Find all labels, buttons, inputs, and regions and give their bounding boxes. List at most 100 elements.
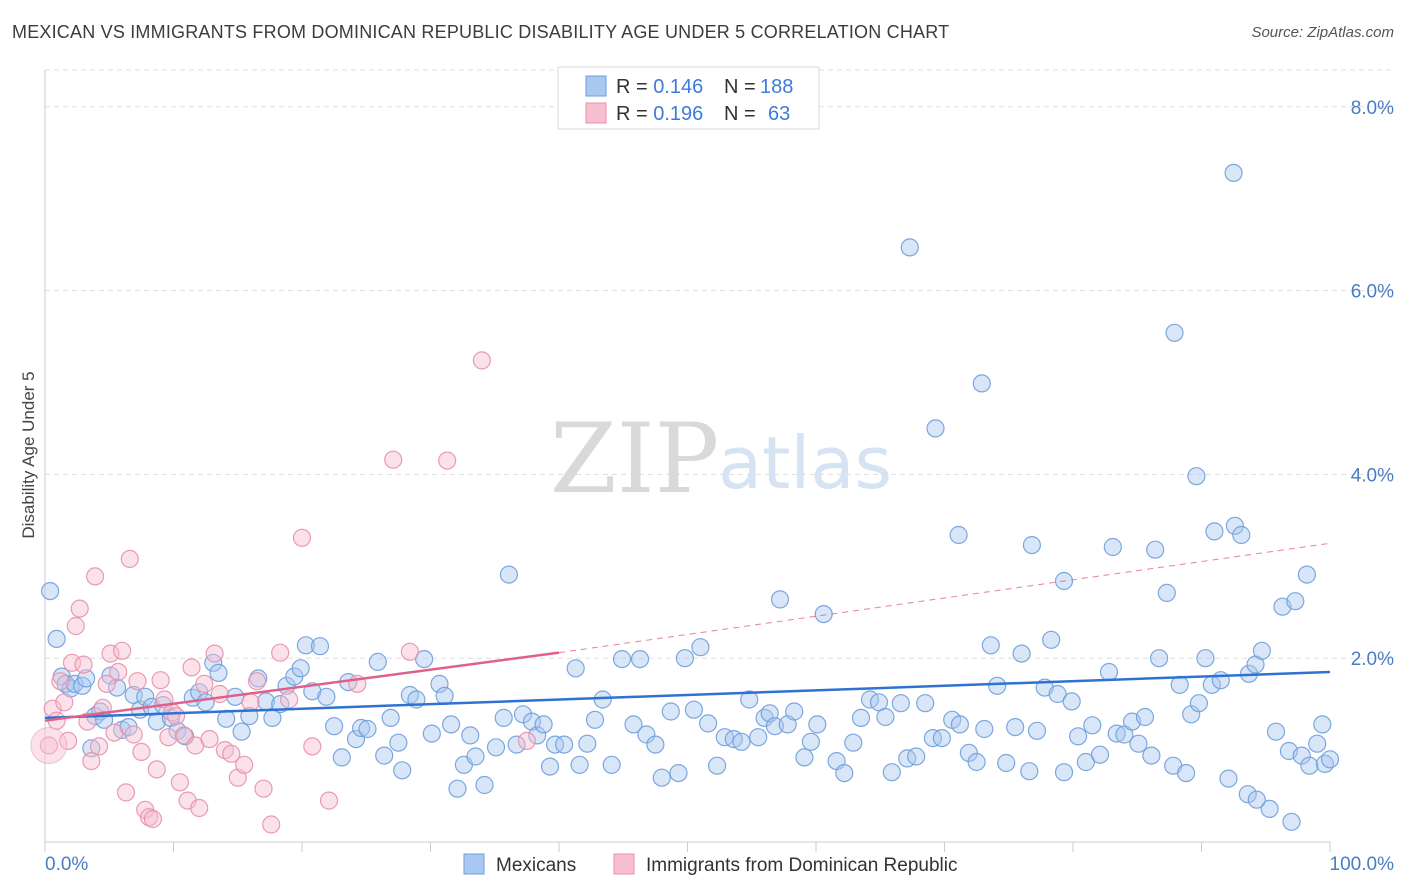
trendline-mexicans: [44, 670, 1331, 720]
point-dominican: [66, 616, 85, 636]
point-dominican: [85, 567, 105, 586]
point-mexicans: [1247, 790, 1266, 809]
point-mexicans: [732, 732, 751, 751]
point-mexicans: [1196, 649, 1215, 668]
point-mexicans: [1076, 752, 1096, 772]
x-tick-label-min: 0.0%: [45, 854, 88, 875]
point-dominican: [128, 672, 147, 691]
legend-swatch-pink: [585, 102, 607, 124]
point-mexicans: [566, 659, 585, 678]
gridlines: [45, 69, 1394, 659]
point-mexicans: [332, 748, 351, 767]
point-mexicans: [926, 419, 945, 438]
point-mexicans: [972, 374, 991, 393]
point-mexicans: [578, 734, 597, 753]
point-mexicans: [232, 722, 251, 741]
point-mexicans: [1107, 724, 1126, 743]
y-axis-tick-labels: 2.0% 4.0% 6.0% 8.0%: [1351, 98, 1394, 670]
point-mexicans: [448, 779, 467, 798]
point-mexicans: [988, 676, 1007, 695]
point-dominican: [472, 351, 491, 370]
point-mexicans: [932, 728, 952, 748]
point-mexicans: [808, 715, 827, 734]
point-mexicans: [1068, 727, 1088, 746]
point-mexicans: [1020, 762, 1039, 781]
point-mexicans: [1260, 799, 1279, 819]
point-mexicans: [296, 636, 315, 655]
point-mexicans: [1135, 707, 1155, 727]
source-label: Source: ZipAtlas.com: [1251, 24, 1394, 41]
point-mexicans: [981, 636, 1000, 655]
point-dominican: [82, 751, 101, 771]
point-mexicans: [1090, 745, 1110, 764]
point-mexicans: [507, 735, 526, 754]
point-mexicans: [675, 649, 695, 668]
legend-swatch-blue: [585, 75, 607, 97]
point-mexicans: [691, 638, 710, 657]
legend-row-1: R = 0.146 N = 188: [616, 76, 793, 98]
x-tick-label-max: 100.0%: [1330, 854, 1395, 875]
point-mexicans: [76, 669, 96, 688]
point-dominican: [170, 773, 189, 792]
point-mexicans: [346, 729, 366, 749]
point-mexicans: [291, 659, 310, 678]
point-mexicans: [1232, 525, 1251, 545]
point-mexicans: [900, 238, 919, 257]
point-mexicans: [1266, 722, 1286, 741]
point-mexicans: [40, 581, 60, 601]
point-mexicans: [375, 746, 394, 765]
point-mexicans: [795, 748, 814, 767]
point-mexicans: [997, 753, 1016, 773]
point-dominican: [109, 662, 128, 682]
point-mexicans: [698, 714, 718, 733]
point-dominican: [62, 653, 82, 672]
point-mexicans: [1142, 746, 1161, 765]
point-mexicans: [1282, 812, 1301, 831]
point-dominican: [400, 642, 419, 661]
point-dominican: [384, 450, 403, 469]
point-mexicans: [1165, 323, 1184, 342]
point-mexicans: [1187, 467, 1206, 486]
point-mexicans: [1042, 630, 1061, 649]
bottom-legend-swatch-pink: [613, 853, 635, 875]
point-mexicans: [1225, 516, 1245, 535]
y-tick-label: 2.0%: [1351, 649, 1394, 670]
point-dominican: [151, 671, 170, 690]
point-mexicans: [1176, 763, 1196, 783]
point-mexicans: [669, 763, 688, 783]
point-mexicans: [310, 637, 330, 656]
point-dominican: [58, 731, 78, 751]
point-dominican: [74, 655, 93, 674]
point-mexicans: [1219, 769, 1238, 788]
y-tick-label: 8.0%: [1351, 98, 1394, 119]
point-mexicans: [740, 690, 759, 709]
point-mexicans: [540, 757, 560, 776]
point-mexicans: [209, 663, 228, 683]
point-dominican: [205, 644, 224, 663]
point-mexicans: [949, 525, 968, 545]
point-mexicans: [393, 761, 412, 780]
point-dominican: [97, 674, 116, 694]
point-dominican: [105, 723, 124, 742]
point-mexicans: [1297, 565, 1317, 584]
point-mexicans: [570, 755, 589, 774]
point-mexicans: [475, 775, 494, 795]
point-mexicans: [442, 715, 461, 734]
point-dominican: [222, 744, 241, 763]
point-mexicans: [1149, 649, 1169, 668]
point-mexicans: [352, 718, 371, 738]
point-mexicans: [785, 702, 804, 721]
point-dominican: [132, 742, 151, 762]
point-mexicans: [975, 719, 994, 739]
point-mexicans: [1006, 717, 1025, 737]
point-mexicans: [461, 726, 480, 745]
chart-title: MEXICAN VS IMMIGRANTS FROM DOMINICAN REP…: [12, 22, 950, 42]
point-mexicans: [1170, 675, 1189, 694]
point-dominican: [159, 728, 178, 747]
point-mexicans: [317, 687, 336, 706]
watermark-atlas: atlas: [718, 421, 892, 505]
point-dominican: [51, 672, 70, 691]
point-dominican: [167, 706, 186, 726]
trendline-dominican-extension: [558, 542, 1331, 654]
point-mexicans: [801, 732, 821, 751]
